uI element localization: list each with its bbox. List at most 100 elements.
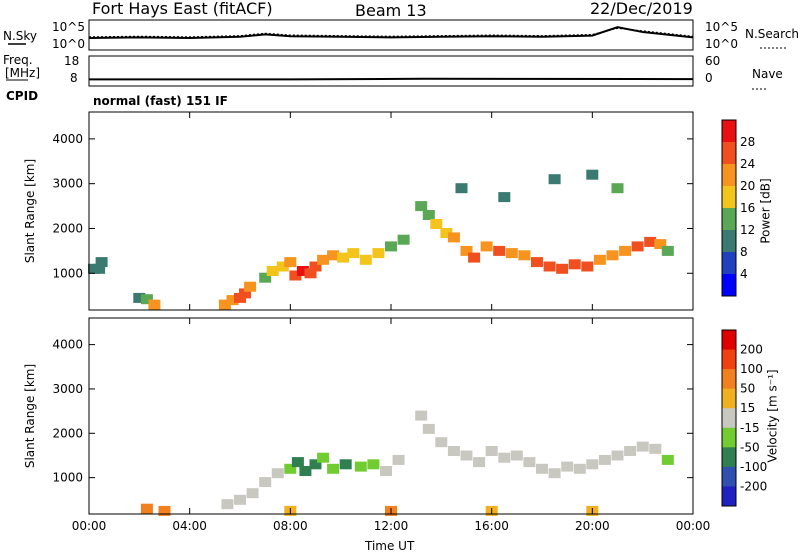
beam-label: Beam 13 [355, 1, 427, 20]
data-cell [468, 252, 481, 263]
xtick-label: 00:00 [72, 519, 107, 533]
data-cell [460, 245, 473, 256]
ytick-label: 3000 [52, 382, 83, 396]
data-cell [649, 443, 662, 454]
power-ylabel: Slant Range [km] [23, 158, 38, 264]
data-cell [473, 457, 486, 468]
colorbar-tick-label: -200 [740, 479, 767, 493]
noise-panel-frame [88, 19, 694, 51]
data-cell [430, 219, 443, 229]
data-cell [239, 288, 251, 299]
data-cell [498, 192, 511, 203]
colorbar-tick-label: -100 [740, 460, 767, 474]
ytick-label: 1000 [52, 266, 83, 280]
colorbar-swatch [722, 186, 736, 209]
cpid-label: CPID [6, 89, 39, 103]
data-cell [611, 183, 624, 194]
ytick-label: 2000 [52, 426, 83, 440]
data-cell [259, 272, 272, 283]
data-cell [440, 228, 453, 238]
colorbar-tick-label: 200 [740, 343, 763, 357]
data-cell [422, 210, 435, 220]
x-axis-label: Time UT [365, 539, 415, 553]
date-label: 22/Dec/2019 [590, 0, 693, 18]
xtick-label: 12:00 [374, 519, 409, 533]
colorbar-tick-label: 8 [740, 245, 748, 259]
freq-panel [6, 55, 768, 90]
colorbar-frame [721, 119, 737, 297]
freq-label-line2: [MHz] [5, 66, 41, 80]
colorbar-swatch [722, 230, 736, 253]
colorbar-tick-label: 28 [740, 135, 755, 149]
data-cell [347, 248, 360, 259]
data-cell [140, 503, 153, 514]
freq-left-tick-top: 18 [64, 54, 80, 68]
data-cell [221, 499, 234, 510]
data-cell [505, 248, 518, 259]
data-cell [661, 245, 674, 256]
data-cell [485, 446, 498, 456]
colorbar-tick-label: 20 [740, 179, 755, 193]
freq-right-tick-top: 60 [705, 54, 721, 68]
colorbar-swatch [722, 427, 736, 448]
noise-sky-label: N.Sky [3, 29, 38, 43]
colorbar-tick-label: 24 [740, 157, 755, 171]
colorbar-swatch [722, 142, 736, 165]
data-cell [367, 459, 380, 470]
data-cell [244, 281, 257, 292]
data-cell [581, 261, 594, 272]
velocity-panel: 4000 3000 2000 1000 200 100 50 15 -15 -50 -100 -20… [52, 317, 767, 516]
noise-left-tick-top: 10^5 [52, 20, 85, 34]
colorbar-tick-label: -50 [740, 440, 760, 454]
data-cell [447, 446, 460, 456]
data-cell [271, 468, 284, 479]
data-cell [359, 254, 372, 265]
data-cell [493, 245, 506, 256]
data-cell [460, 450, 473, 461]
velocity-yticks: 4000 3000 2000 1000 [52, 338, 693, 485]
velocity-colorbar: 200 100 50 15 -15 -50 -100 -200 [721, 329, 767, 507]
data-cell [317, 452, 330, 463]
data-cell [133, 292, 146, 303]
noise-right-tick-top: 10^5 [705, 20, 738, 34]
freq-line [89, 77, 694, 81]
data-cell [422, 423, 435, 434]
xtick-label: 00:00 [676, 519, 711, 533]
x-axis-ticks: 00:00 04:00 08:00 12:00 16:00 20:00 00:00 [72, 112, 711, 533]
data-cell [556, 263, 569, 274]
data-cell [234, 494, 246, 505]
ytick-label: 4000 [52, 338, 83, 352]
colorbar-tick-label: 16 [740, 201, 755, 215]
freq-label-line1: Freq. [3, 53, 33, 67]
data-cell [148, 299, 161, 310]
ytick-label: 4000 [52, 132, 83, 146]
data-cell [317, 254, 330, 265]
data-cell [573, 463, 586, 474]
data-cell [337, 252, 350, 263]
colorbar-swatch [722, 208, 736, 231]
noise-sky-line [88, 26, 694, 40]
noise-left-tick-bottom: 10^0 [52, 37, 85, 51]
nave-label: Nave [752, 67, 783, 81]
data-cell [276, 261, 289, 272]
data-cell [284, 257, 297, 268]
data-cell [510, 450, 523, 461]
data-cell [498, 452, 511, 463]
noise-search-label: N.Search [745, 27, 800, 41]
colorbar-tick-label: 100 [740, 362, 763, 376]
velocity-panel-bg [89, 318, 693, 514]
data-cell [415, 201, 428, 212]
data-cell [327, 463, 340, 474]
colorbar-tick-label: 50 [740, 382, 755, 396]
colorbar-swatch [722, 164, 736, 187]
station-title: Fort Hays East (fitACF) [92, 0, 273, 18]
noise-right-tick-bottom: 10^0 [705, 37, 738, 51]
data-cell [593, 254, 606, 265]
data-cell [309, 261, 322, 272]
power-colorbar-label: Power [dB] [758, 178, 773, 244]
colorbar-tick-label: 12 [740, 223, 755, 237]
colorbar-swatch [722, 330, 736, 351]
colorbar-tick-label: 15 [740, 401, 755, 415]
data-cell [447, 232, 460, 243]
